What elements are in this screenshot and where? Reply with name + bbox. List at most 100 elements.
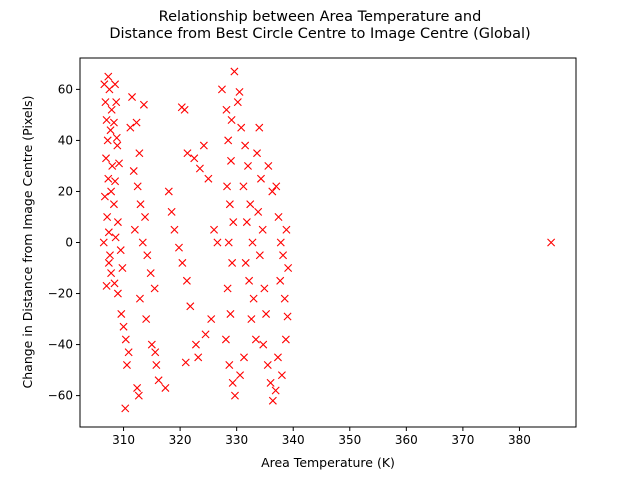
data-point [227, 116, 236, 124]
x-tick-label: 320 [169, 433, 192, 447]
data-point [133, 182, 142, 191]
data-point [147, 340, 156, 349]
data-point [256, 174, 265, 183]
data-point [115, 159, 124, 168]
data-point [266, 378, 275, 387]
y-tick-label: 60 [58, 82, 73, 96]
data-point [109, 118, 118, 127]
data-point [102, 154, 111, 163]
data-point [254, 207, 263, 216]
data-point [223, 182, 232, 191]
x-tick-label: 350 [338, 433, 361, 447]
data-point [273, 353, 282, 362]
y-tick-label: 40 [58, 133, 73, 147]
data-point [246, 200, 255, 209]
data-point [133, 383, 142, 392]
x-tick-label: 370 [451, 433, 474, 447]
data-point [222, 105, 231, 114]
data-point [102, 116, 111, 124]
data-point [181, 358, 190, 367]
data-point [132, 118, 141, 127]
data-point [201, 330, 210, 339]
data-point [195, 164, 204, 173]
data-point [255, 251, 264, 260]
data-point [111, 177, 120, 186]
data-point [228, 258, 237, 267]
data-point [105, 251, 114, 260]
data-point [100, 192, 109, 201]
data-point [194, 353, 203, 362]
data-point [135, 294, 144, 303]
data-point [279, 251, 288, 260]
data-point [112, 133, 121, 142]
data-point [236, 371, 245, 380]
data-point [103, 136, 112, 145]
data-point [134, 391, 143, 400]
data-point [122, 361, 131, 369]
data-point [237, 123, 246, 132]
data-point [199, 141, 208, 150]
data-point [217, 85, 226, 94]
data-point [255, 123, 264, 132]
data-point [268, 396, 277, 405]
y-axis: −60 −40 −20 0 20 40 60 [48, 82, 80, 403]
data-point [118, 264, 127, 273]
x-tick-label: 330 [225, 433, 248, 447]
chart-title-line-1: Relationship between Area Temperature an… [159, 9, 482, 25]
data-point [129, 167, 138, 176]
data-point [154, 376, 163, 385]
chart-title-line-2: Distance from Best Circle Centre to Imag… [109, 26, 530, 42]
x-tick-label: 340 [282, 433, 305, 447]
data-point [106, 126, 115, 135]
data-point [241, 258, 250, 267]
data-point [233, 98, 242, 107]
data-point [124, 348, 133, 357]
data-point [240, 353, 249, 362]
data-point [230, 67, 239, 76]
data-point [146, 269, 155, 278]
data-point [227, 156, 235, 165]
data-point [268, 187, 277, 196]
y-tick-label: 0 [65, 236, 73, 250]
data-point [186, 302, 195, 311]
data-point [126, 123, 135, 132]
data-point [107, 187, 116, 196]
x-axis-label: Area Temperature (K) [261, 455, 395, 470]
x-tick-label: 310 [112, 433, 135, 447]
data-point [262, 309, 271, 318]
data-point [142, 315, 151, 324]
data-point [139, 100, 148, 109]
data-point [167, 207, 176, 216]
data-point [152, 361, 161, 369]
data-point [277, 371, 286, 380]
data-point [283, 312, 292, 321]
plot-marks [99, 67, 556, 413]
y-tick-label: −60 [48, 389, 73, 403]
data-point [249, 294, 258, 303]
data-point [135, 149, 144, 158]
data-point [130, 225, 139, 234]
data-point [260, 284, 269, 293]
data-point [102, 281, 111, 290]
data-point [259, 340, 268, 349]
plot-area-frame [79, 57, 577, 428]
data-point [271, 386, 280, 395]
data-point [243, 161, 252, 170]
data-point [276, 276, 285, 285]
data-point [111, 233, 120, 242]
data-point [113, 289, 122, 298]
data-point [107, 105, 116, 114]
data-point [272, 182, 281, 191]
data-point [190, 154, 199, 163]
data-point [128, 93, 137, 102]
x-axis: 310 320 330 340 350 360 370 380 [112, 427, 531, 447]
data-point [161, 383, 170, 392]
data-point [226, 309, 235, 318]
data-point [282, 225, 291, 234]
data-point [284, 264, 293, 273]
data-point [104, 258, 113, 267]
data-point [204, 174, 213, 183]
data-point [117, 309, 126, 318]
data-point [274, 212, 283, 221]
